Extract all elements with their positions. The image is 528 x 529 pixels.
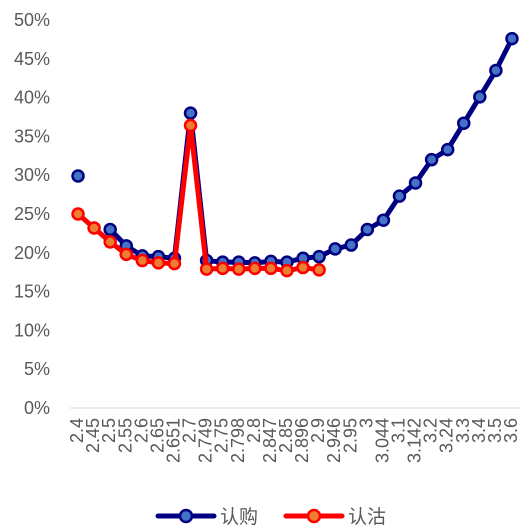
legend-item: 认购 xyxy=(155,506,258,528)
data-point xyxy=(440,142,455,157)
x-tick-label: 2.8 xyxy=(244,418,264,443)
y-tick-label: 30% xyxy=(14,165,50,185)
x-tick-label: 3.24 xyxy=(437,418,457,453)
data-point xyxy=(215,261,230,276)
x-tick-label: 2.55 xyxy=(115,418,135,453)
data-point xyxy=(151,256,166,270)
data-point xyxy=(71,169,85,183)
x-tick-label: 3 xyxy=(356,418,376,428)
y-axis: 0% 5% 10% 15% 20% 25% 30% 35% 40% 45% 50% xyxy=(14,10,50,418)
data-point xyxy=(183,118,198,133)
data-point xyxy=(135,253,150,268)
x-tick-label: 3.2 xyxy=(421,418,441,443)
x-axis: 2.42.452.52.552.62.652.6512.72.7492.752.… xyxy=(67,407,521,463)
y-tick-label: 35% xyxy=(14,126,50,146)
data-point xyxy=(489,63,503,78)
y-tick-label: 20% xyxy=(14,243,50,263)
y-tick-label: 45% xyxy=(14,49,50,69)
x-tick-label: 2.896 xyxy=(292,418,312,463)
data-point xyxy=(119,247,133,262)
data-point xyxy=(312,249,326,264)
x-tick-label: 2.847 xyxy=(260,418,280,463)
x-tick-label: 3.044 xyxy=(372,418,392,463)
x-tick-label: 2.95 xyxy=(340,418,360,453)
x-tick-label: 2.75 xyxy=(212,418,232,453)
y-tick-label: 0% xyxy=(24,398,50,418)
x-tick-label: 2.85 xyxy=(276,418,296,453)
x-tick-label: 2.5 xyxy=(99,418,119,443)
data-point xyxy=(457,116,471,130)
data-point xyxy=(167,256,182,271)
x-tick-label: 3.3 xyxy=(453,418,473,443)
x-tick-label: 2.749 xyxy=(196,418,216,463)
x-tick-label: 2.651 xyxy=(163,418,183,463)
y-tick-label: 50% xyxy=(14,10,50,30)
series-layer xyxy=(71,31,519,278)
x-tick-label: 2.65 xyxy=(147,418,167,453)
data-point xyxy=(199,262,214,276)
data-point xyxy=(103,235,117,249)
x-tick-label: 2.946 xyxy=(324,418,344,463)
x-tick-label: 2.7 xyxy=(180,418,200,443)
data-point xyxy=(232,262,246,276)
series-line xyxy=(75,123,322,274)
y-tick-label: 25% xyxy=(14,204,50,224)
legend-label: 认购 xyxy=(220,506,258,528)
x-tick-label: 3.5 xyxy=(485,418,505,443)
data-point xyxy=(280,263,294,278)
x-tick-label: 2.9 xyxy=(308,418,328,443)
data-point xyxy=(103,222,117,237)
y-tick-label: 10% xyxy=(14,320,50,340)
data-point xyxy=(392,189,407,203)
y-tick-label: 40% xyxy=(14,88,50,108)
data-point xyxy=(344,238,358,252)
legend: 认购 认沽 xyxy=(155,506,386,528)
data-point xyxy=(71,207,85,221)
data-point xyxy=(328,242,342,256)
data-point xyxy=(264,261,278,276)
data-point xyxy=(473,90,487,104)
x-tick-label: 3.4 xyxy=(469,418,489,443)
x-tick-label: 2.45 xyxy=(83,418,103,453)
legend-marker xyxy=(178,508,194,524)
x-tick-label: 2.798 xyxy=(228,418,248,463)
y-tick-label: 5% xyxy=(24,359,50,379)
data-point xyxy=(505,31,519,46)
legend-marker xyxy=(306,508,322,524)
y-tick-label: 15% xyxy=(14,282,50,302)
data-point xyxy=(424,152,439,167)
x-tick-label: 3.6 xyxy=(501,418,521,443)
series-1 xyxy=(71,118,326,278)
data-point xyxy=(296,260,310,275)
x-tick-label: 3.142 xyxy=(405,418,425,463)
legend-label: 认沽 xyxy=(348,506,386,528)
data-point xyxy=(376,213,391,227)
x-tick-label: 2.6 xyxy=(131,418,151,443)
series-0 xyxy=(71,31,519,270)
data-point xyxy=(87,221,101,235)
data-point xyxy=(248,261,262,276)
data-point xyxy=(183,106,198,120)
x-tick-label: 2.4 xyxy=(67,418,87,443)
data-point xyxy=(360,222,375,237)
legend-item: 认沽 xyxy=(283,506,386,528)
data-point xyxy=(408,176,423,190)
data-point xyxy=(312,263,326,277)
x-tick-label: 3.1 xyxy=(388,418,408,443)
